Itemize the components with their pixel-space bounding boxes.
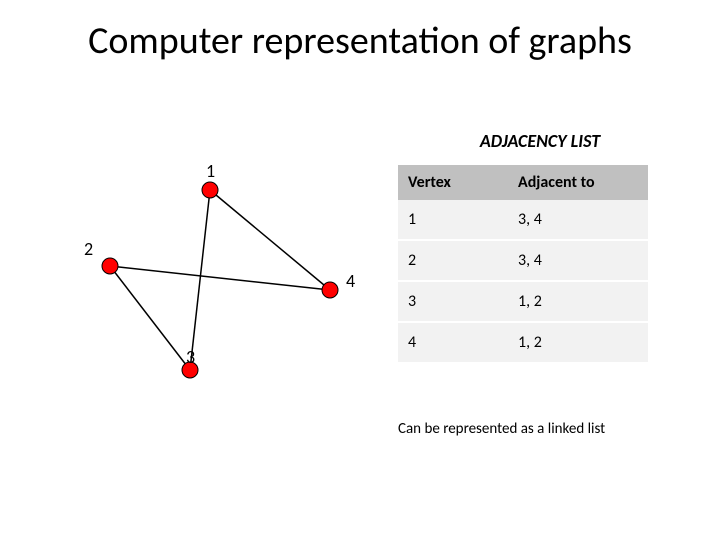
node-label-3: 3 <box>186 346 195 368</box>
edge-2-3 <box>110 266 190 370</box>
node-2 <box>102 258 118 274</box>
caption-text: Can be represented as a linked list <box>398 420 605 438</box>
edge-1-4 <box>210 190 330 290</box>
graph-svg <box>80 160 370 390</box>
table-row: 13, 4 <box>398 200 648 240</box>
node-4 <box>322 282 338 298</box>
cell-vertex: 4 <box>398 322 508 362</box>
cell-adjacent: 1, 2 <box>508 322 648 362</box>
cell-vertex: 1 <box>398 200 508 240</box>
table-row: 31, 2 <box>398 281 648 322</box>
col-vertex: Vertex <box>398 165 508 200</box>
graph-diagram: 1 2 3 4 <box>80 160 370 390</box>
table-row: 41, 2 <box>398 322 648 362</box>
node-label-4: 4 <box>346 270 355 292</box>
cell-adjacent: 3, 4 <box>508 200 648 240</box>
cell-adjacent: 1, 2 <box>508 281 648 322</box>
edge-2-4 <box>110 266 330 290</box>
col-adjacent: Adjacent to <box>508 165 648 200</box>
table-row: 23, 4 <box>398 240 648 281</box>
adjacency-table: Vertex Adjacent to 13, 423, 431, 241, 2 <box>398 165 648 362</box>
page-title: Computer representation of graphs <box>0 18 720 64</box>
cell-vertex: 3 <box>398 281 508 322</box>
node-1 <box>202 182 218 198</box>
table-header-row: Vertex Adjacent to <box>398 165 648 200</box>
cell-adjacent: 3, 4 <box>508 240 648 281</box>
node-label-2: 2 <box>84 238 93 260</box>
cell-vertex: 2 <box>398 240 508 281</box>
adjacency-list-subtitle: ADJACENCY LIST <box>420 130 660 152</box>
edge-1-3 <box>190 190 210 370</box>
node-label-1: 1 <box>206 160 215 182</box>
